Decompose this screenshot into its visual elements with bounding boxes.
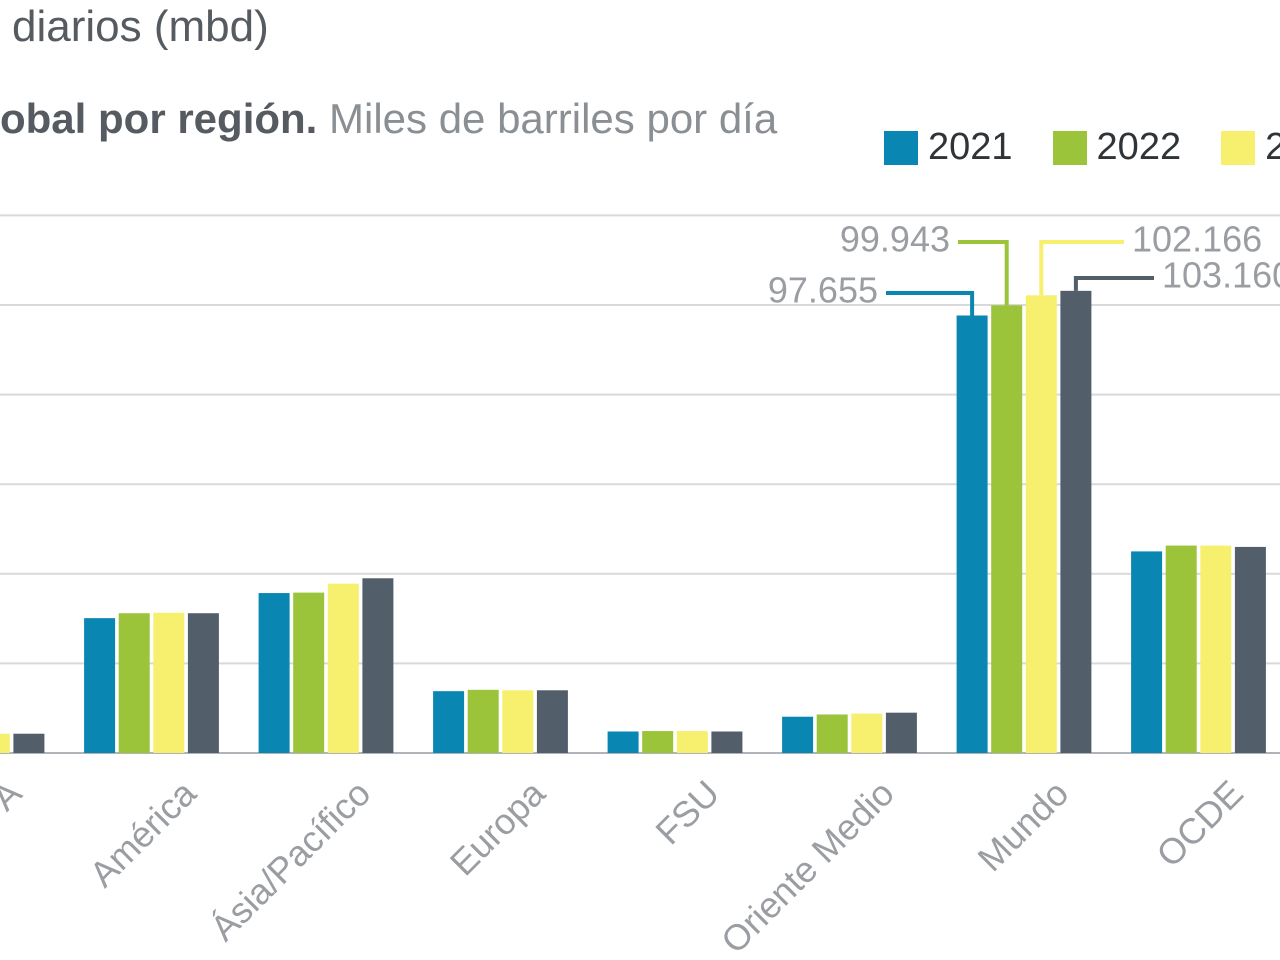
bar-2021-2 [258, 593, 290, 753]
annotation-label-2024: 103.160 [1162, 255, 1280, 296]
category-label-2: Ásia/Pacífico [202, 772, 378, 948]
bar-2022-6 [991, 305, 1023, 753]
bar-2021-5 [782, 716, 814, 753]
legend-label-2023: 20 [1265, 126, 1280, 168]
bar-2023-0 [0, 733, 10, 753]
category-label-6: Mundo [970, 772, 1077, 879]
bar-2024-2 [362, 578, 394, 753]
bar-2021-7 [1131, 551, 1163, 753]
legend-swatch-2023 [1221, 130, 1256, 165]
bar-2022-3 [467, 689, 499, 753]
bar-2023-3 [502, 690, 534, 753]
annotation-leader-2024 [1073, 276, 1154, 291]
chart-legend: 2021 2022 20 [884, 126, 1280, 169]
category-label-1: América [81, 772, 204, 895]
subtitle-bold-text: obal por región. [0, 95, 318, 142]
bar-2022-1 [118, 613, 150, 753]
legend-item-2022: 2022 [1052, 126, 1182, 169]
legend-label-2022: 2022 [1096, 126, 1182, 168]
bar-2021-3 [433, 691, 465, 753]
chart-title: diarios (mbd) [12, 2, 269, 51]
category-label-4: FSU [647, 772, 727, 852]
legend-item-2023: 20 [1221, 126, 1280, 169]
bar-2024-4 [711, 731, 743, 753]
chart-subtitle: obal por región. Miles de barriles por d… [0, 98, 777, 140]
bar-2024-6 [1060, 290, 1092, 753]
subtitle-unit-text: Miles de barriles por día [329, 95, 778, 142]
annotation-leader-2023 [1039, 240, 1124, 296]
annotation-leader-2022 [958, 240, 1009, 306]
annotation-label-2023: 102.166 [1132, 219, 1262, 260]
bar-2022-4 [642, 731, 674, 753]
category-label-3: Europa [442, 772, 554, 884]
bar-2022-2 [293, 592, 325, 753]
bar-2024-5 [885, 712, 917, 753]
legend-item-2021: 2021 [884, 126, 1013, 169]
bar-2024-3 [536, 690, 568, 753]
bar-2023-4 [676, 731, 708, 753]
bar-2023-2 [327, 583, 359, 753]
annotation-label-2022: 99.943 [840, 219, 950, 260]
category-label-5: Oriente Medio [713, 772, 902, 960]
bar-2022-5 [816, 714, 848, 753]
legend-label-2021: 2021 [928, 126, 1013, 168]
bar-2024-0 [13, 733, 45, 753]
bar-2023-1 [153, 612, 185, 753]
legend-swatch-2021 [884, 130, 918, 165]
category-label-0: A [0, 772, 29, 818]
bar-2021-4 [607, 731, 639, 753]
bar-2023-7 [1200, 545, 1232, 753]
bar-2024-1 [187, 613, 219, 753]
bar-2024-7 [1234, 546, 1266, 753]
bar-2021-1 [84, 618, 116, 753]
annotation-label-2021: 97.655 [768, 270, 878, 311]
bar-2021-6 [956, 315, 988, 753]
bar-2023-5 [851, 713, 883, 753]
legend-swatch-2022 [1052, 130, 1087, 165]
annotation-leader-2021 [886, 291, 975, 316]
category-label-7: OCDE [1148, 772, 1251, 875]
bar-2023-6 [1025, 295, 1057, 753]
bar-2022-7 [1165, 545, 1197, 753]
